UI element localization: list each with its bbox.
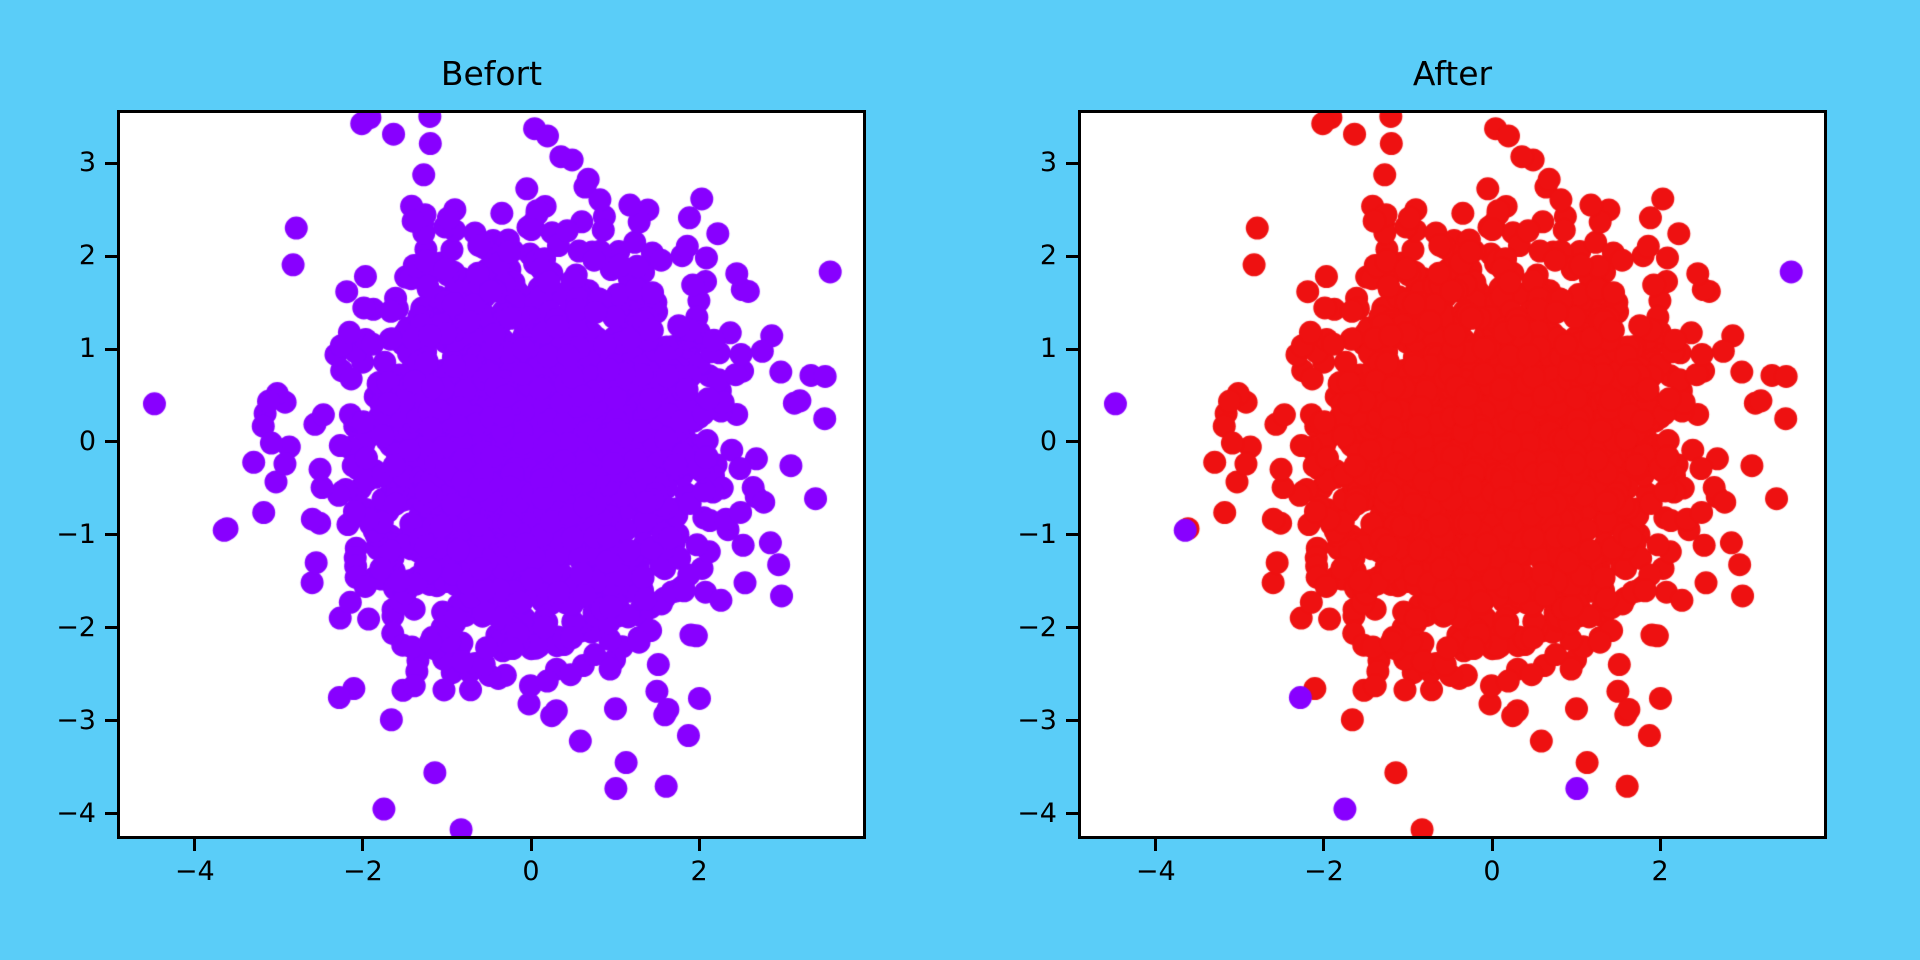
y-tick-label: −3 — [1017, 704, 1057, 736]
x-tick-label: 2 — [1651, 856, 1669, 887]
y-tick-label: −2 — [1017, 611, 1057, 643]
x-tick-label: −2 — [342, 856, 383, 887]
y-tick-mark — [105, 254, 117, 258]
y-tick-label: 2 — [78, 240, 96, 272]
plot-title-before: Befort — [440, 54, 543, 93]
x-tick-mark — [1658, 839, 1662, 851]
y-tick-mark — [1066, 254, 1078, 258]
y-tick-mark — [1066, 812, 1078, 816]
y-tick-mark — [105, 812, 117, 816]
y-tick-label: −1 — [56, 518, 96, 550]
y-tick-mark — [1066, 719, 1078, 723]
y-tick-mark — [105, 533, 117, 537]
plot-title-after: After — [1412, 54, 1493, 93]
y-tick-mark — [1066, 440, 1078, 444]
x-tick-label: −4 — [174, 856, 215, 887]
y-tick-label: 1 — [1039, 333, 1057, 365]
y-tick-label: 2 — [1039, 240, 1057, 272]
x-tick-label: −2 — [1303, 856, 1344, 887]
y-tick-mark — [1066, 626, 1078, 630]
y-tick-label: 3 — [1039, 147, 1057, 179]
y-tick-mark — [105, 719, 117, 723]
y-tick-mark — [105, 440, 117, 444]
x-tick-label: −4 — [1135, 856, 1176, 887]
x-tick-mark — [193, 839, 197, 851]
subplot-after: After −4 −2 0 2 3 2 1 0 −1 −2 −3 −4 — [1017, 0, 1827, 960]
x-tick-mark — [1490, 839, 1494, 851]
y-tick-mark — [1066, 533, 1078, 537]
y-tick-label: −4 — [1017, 797, 1057, 829]
y-tick-label: −1 — [1017, 518, 1057, 550]
x-tick-label: 0 — [522, 856, 540, 887]
scatter-canvas-after — [1081, 113, 1824, 836]
y-tick-label: 0 — [78, 425, 96, 457]
y-tick-label: 3 — [78, 147, 96, 179]
y-tick-mark — [1066, 347, 1078, 351]
y-tick-label: −2 — [56, 611, 96, 643]
y-tick-mark — [105, 626, 117, 630]
scatter-canvas-before — [120, 113, 863, 836]
x-tick-mark — [1322, 839, 1326, 851]
axes-after: −4 −2 0 2 3 2 1 0 −1 −2 −3 −4 — [1017, 110, 1827, 887]
x-tick-mark — [1154, 839, 1158, 851]
y-tick-mark — [1066, 161, 1078, 165]
x-tick-mark — [361, 839, 365, 851]
x-tick-label: 0 — [1483, 856, 1501, 887]
y-tick-label: −3 — [56, 704, 96, 736]
x-tick-label: 2 — [690, 856, 708, 887]
y-tick-mark — [105, 161, 117, 165]
y-tick-label: 0 — [1039, 425, 1057, 457]
x-tick-mark — [529, 839, 533, 851]
y-tick-label: −4 — [56, 797, 96, 829]
y-tick-label: 1 — [78, 333, 96, 365]
y-tick-mark — [105, 347, 117, 351]
subplot-before: Befort −4 −2 0 2 3 2 1 0 −1 −2 −3 −4 — [56, 0, 866, 960]
axes-before: −4 −2 0 2 3 2 1 0 −1 −2 −3 −4 — [56, 110, 866, 887]
x-tick-mark — [697, 839, 701, 851]
